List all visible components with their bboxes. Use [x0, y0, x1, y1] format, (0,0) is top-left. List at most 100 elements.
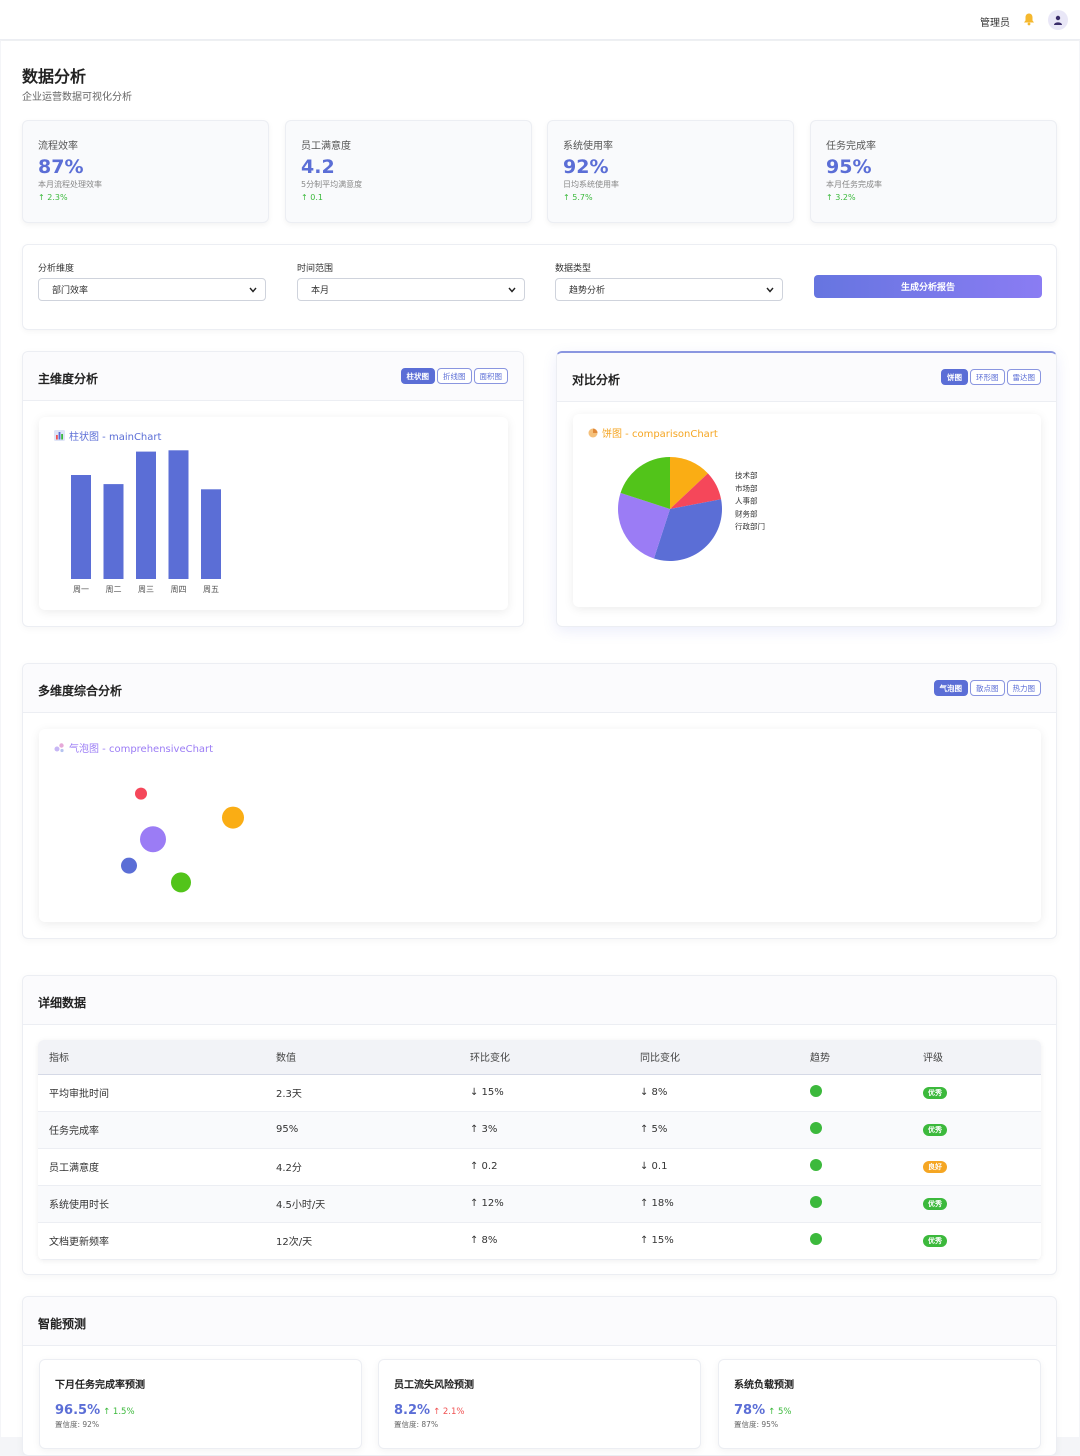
stat-label: 流程效率: [38, 141, 78, 152]
user-icon: [1054, 15, 1062, 25]
cell-value: 12次/天: [265, 1222, 459, 1260]
stat-value: 95%: [826, 156, 872, 178]
bar-4: [168, 450, 189, 579]
stat-delta: ↑ 5.7%: [563, 193, 593, 202]
dimension-select[interactable]: 部门效率: [38, 278, 266, 301]
table-row: 员工满意度 4.2分 ↑ 0.2 ↓ 0.1 良好: [38, 1148, 1041, 1186]
cell-metric: 文档更新频率: [38, 1222, 265, 1260]
stat-label: 任务完成率: [826, 141, 876, 152]
stat-card-usage: 系统使用率 92% 日均系统使用率 ↑ 5.7%: [547, 120, 794, 223]
comprehensive-bubble-chart[interactable]: [69, 784, 289, 914]
stat-desc: 本月任务完成率: [826, 180, 882, 189]
avatar[interactable]: [1048, 10, 1068, 30]
tab-pie-chart[interactable]: 饼图: [941, 369, 968, 385]
panel-header: 详细数据: [23, 976, 1056, 1025]
bell-icon[interactable]: [1022, 12, 1036, 26]
top-bar: 管理员: [0, 0, 1080, 40]
prediction-title: 员工流失风险预测: [394, 1380, 474, 1391]
user-name[interactable]: 管理员: [980, 18, 1010, 29]
trend-dot: [810, 1233, 822, 1245]
generate-report-button[interactable]: 生成分析报告: [814, 275, 1042, 298]
tab-heatmap-chart[interactable]: 热力图: [1006, 680, 1041, 696]
table-row: 文档更新频率 12次/天 ↑ 8% ↑ 15% 优秀: [38, 1222, 1041, 1260]
stat-value: 4.2: [301, 156, 335, 178]
cell-mom: ↑ 0.2: [459, 1148, 629, 1186]
tab-bar-chart[interactable]: 柱状图: [400, 368, 435, 384]
tab-scatter-chart[interactable]: 散点图: [970, 680, 1005, 696]
cell-metric: 平均审批时间: [38, 1074, 265, 1112]
prediction-value: 8.2% ↑ 2.1%: [394, 1403, 685, 1418]
cell-rating: 优秀: [912, 1185, 1041, 1223]
rating-badge: 良好: [923, 1160, 947, 1173]
type-select[interactable]: 趋势分析: [555, 278, 783, 301]
filter-label: 时间范围: [297, 264, 334, 274]
tab-line-chart[interactable]: 折线图: [437, 368, 472, 384]
filter-label: 数据类型: [555, 264, 592, 274]
cell-value: 4.2分: [265, 1148, 459, 1186]
tab-radar-chart[interactable]: 雷达图: [1006, 369, 1041, 385]
main-bar-chart[interactable]: 周一 周二 周三 周四 周五: [54, 445, 294, 605]
chevron-down-icon: [766, 287, 774, 293]
bubble-5: [171, 872, 191, 893]
stat-label: 系统使用率: [563, 141, 613, 152]
prediction-confidence: 置信度: 95%: [734, 1420, 779, 1429]
legend-label: 财务部: [735, 508, 758, 518]
bar-1: [71, 475, 91, 579]
detail-data-panel: 详细数据 指标 数值 环比变化 同比变化 趋势 评级 平均审批时间 2.3天 ↓ 1…: [22, 975, 1057, 1275]
table-row: 任务完成率 95% ↑ 3% ↑ 5% 优秀: [38, 1111, 1041, 1149]
tab-area-chart[interactable]: 面积图: [473, 368, 508, 384]
column-header: 数值: [265, 1040, 459, 1075]
stat-card-process: 流程效率 87% 本月流程处理效率 ↑ 2.3%: [22, 120, 269, 223]
tab-donut-chart[interactable]: 环形图: [970, 369, 1005, 385]
cell-mom: ↑ 8%: [459, 1222, 629, 1260]
prediction-value: 78% ↑ 5%: [734, 1403, 1025, 1418]
cell-rating: 优秀: [912, 1111, 1041, 1149]
select-value: 趋势分析: [569, 286, 606, 296]
cell-metric: 员工满意度: [38, 1148, 265, 1186]
bar-2: [103, 484, 124, 579]
stat-card-completion: 任务完成率 95% 本月任务完成率 ↑ 3.2%: [810, 120, 1057, 223]
chart-label-text: 气泡图 - comprehensiveChart: [69, 744, 214, 755]
prediction-title: 下月任务完成率预测: [55, 1380, 145, 1391]
bubble-3: [135, 787, 147, 800]
chart-label: 气泡图 - comprehensiveChart: [54, 740, 213, 755]
x-tick-label: 周二: [106, 585, 122, 594]
prediction-delta: ↑ 2.1%: [433, 1407, 465, 1417]
type-filter: 数据类型 趋势分析: [555, 261, 783, 301]
select-value: 本月: [311, 286, 330, 296]
select-value: 部门效率: [52, 286, 89, 296]
cell-mom: ↓ 15%: [459, 1074, 629, 1112]
prediction-value: 96.5% ↑ 1.5%: [55, 1403, 346, 1418]
trend-dot: [810, 1159, 822, 1171]
chevron-down-icon: [249, 287, 257, 293]
bar-5: [201, 489, 221, 579]
pie-slice-2: [670, 473, 722, 509]
cell-trend: [799, 1185, 912, 1223]
column-header: 环比变化: [459, 1040, 629, 1075]
table-row: 系统使用时长 4.5小时/天 ↑ 12% ↑ 18% 优秀: [38, 1185, 1041, 1223]
bubble-chart-icon: [54, 743, 64, 753]
cell-yoy: ↑ 18%: [629, 1185, 799, 1223]
range-select[interactable]: 本月: [297, 278, 525, 301]
bubble-4: [222, 806, 244, 829]
page-subtitle: 企业运营数据可视化分析: [22, 92, 132, 103]
prediction-delta: ↑ 1.5%: [103, 1407, 135, 1417]
chart-label-text: 柱状图 - mainChart: [69, 432, 162, 443]
prediction-number: 78%: [734, 1403, 766, 1418]
cell-yoy: ↑ 15%: [629, 1222, 799, 1260]
panel-title: 详细数据: [38, 996, 87, 1010]
pie-slice-5: [620, 457, 670, 509]
panel-header: 主维度分析 柱状图 折线图 面积图: [23, 352, 523, 401]
cell-yoy: ↓ 8%: [629, 1074, 799, 1112]
tab-bubble-chart[interactable]: 气泡图: [933, 680, 968, 696]
legend-label: 人事部: [735, 496, 758, 506]
stat-delta: ↑ 0.1: [301, 193, 323, 202]
panel-header: 对比分析 饼图 环形图 雷达图: [557, 353, 1056, 402]
cell-value: 4.5小时/天: [265, 1185, 459, 1223]
prediction-card: 下月任务完成率预测 96.5% ↑ 1.5% 置信度: 92%: [39, 1359, 362, 1449]
rating-badge: 优秀: [923, 1197, 947, 1210]
panel-header: 智能预测: [23, 1297, 1056, 1346]
multi-dimension-panel: 多维度综合分析 气泡图 散点图 热力图 气泡图 - comprehensiveC…: [22, 663, 1057, 939]
prediction-delta: ↑ 5%: [768, 1407, 792, 1417]
